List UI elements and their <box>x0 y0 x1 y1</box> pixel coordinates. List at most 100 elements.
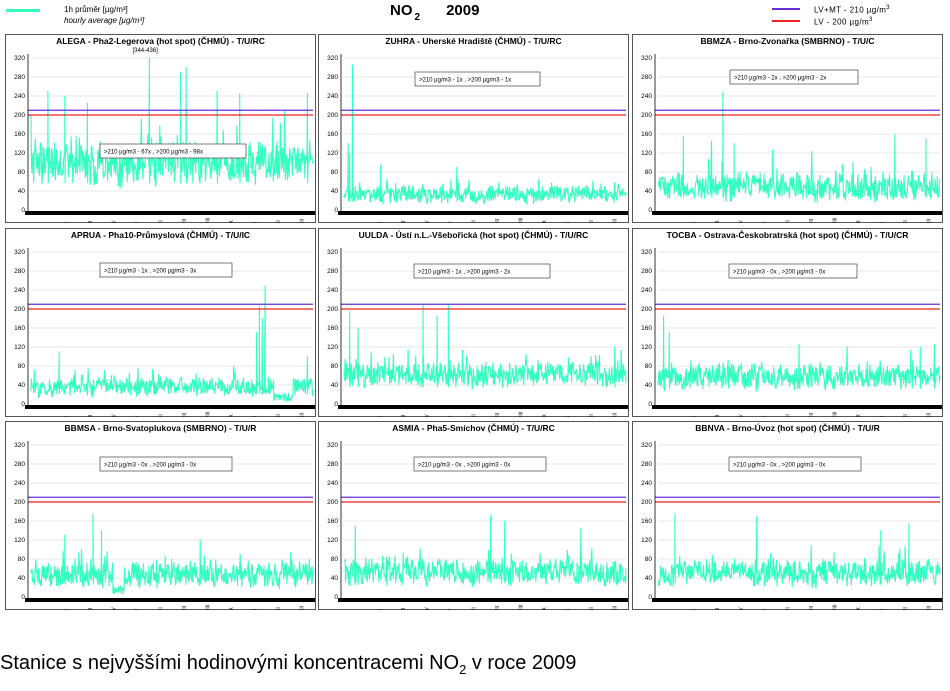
x-tick-label: III <box>715 415 721 417</box>
panel-title: UULDA - Ústí n.L.-Všebořická (hot spot) … <box>359 229 589 240</box>
y-tick-label: 160 <box>14 325 25 332</box>
caption-subscript: 2 <box>459 662 467 677</box>
y-tick-label: 40 <box>645 575 653 582</box>
y-tick-label: 240 <box>641 287 652 294</box>
peak-annotation: [344-436] <box>132 48 158 54</box>
exceedance-text: >210 µg/m3 - 1x , >200 µg/m3 - 2x <box>418 270 510 276</box>
x-tick-label: VI <box>471 414 477 417</box>
x-tick-label: XII <box>926 219 932 223</box>
legend-label-lv-mt: LV+MT - 210 µg/m3 <box>814 5 891 15</box>
y-tick-label: 80 <box>18 169 26 176</box>
x-tick-label: VIII <box>205 217 211 223</box>
series-line-hourly <box>30 513 314 595</box>
y-tick-label: 0 <box>21 594 25 601</box>
panel-frame <box>318 228 629 417</box>
y-tick-label: 120 <box>327 344 338 351</box>
x-tick-label: X <box>252 415 258 417</box>
x-tick-label: VIII <box>832 217 838 223</box>
x-tick-label: V <box>448 221 454 223</box>
y-tick-label: 120 <box>641 537 652 544</box>
y-tick-label: 80 <box>18 363 26 370</box>
y-tick-label: 320 <box>327 55 338 62</box>
x-tick-label: IX <box>229 220 235 223</box>
chart-grid: ALEGA - Pha2-Legerova (hot spot) (ČHMÚ) … <box>5 34 943 610</box>
y-tick-label: 120 <box>14 344 25 351</box>
x-tick-label: X <box>565 221 571 223</box>
y-tick-label: 320 <box>14 442 25 449</box>
exceedance-text: >210 µg/m3 - 0x , >200 µg/m3 - 0x <box>104 463 196 469</box>
y-tick-label: 320 <box>327 442 338 449</box>
chart-svg: UULDA - Ústí n.L.-Všebořická (hot spot) … <box>318 228 629 417</box>
y-tick-label: 40 <box>331 382 339 389</box>
main-title: NO 2 2009 <box>390 2 550 24</box>
x-tick-label: VI <box>785 220 791 223</box>
exceedance-box <box>413 263 551 279</box>
chart-svg: BBMZA - Brno-Zvonařka (SMBRNO) - T/U/C 0 4… <box>632 34 943 223</box>
x-tick-label: VII <box>495 413 501 417</box>
x-tick-label: VII <box>809 606 815 610</box>
chart-svg: ALEGA - Pha2-Legerova (hot spot) (ČHMÚ) … <box>5 34 316 223</box>
series-line-hourly <box>657 315 941 392</box>
y-tick-label: 200 <box>327 499 338 506</box>
chart-panel: BBMZA - Brno-Zvonařka (SMBRNO) - T/U/C 0 4… <box>632 34 943 223</box>
x-tick-label: IX <box>229 414 235 417</box>
x-tick-label: IV <box>424 414 430 417</box>
x-axis-bar <box>25 598 315 602</box>
x-tick-label: IX <box>856 414 862 417</box>
y-tick-label: 80 <box>18 556 26 563</box>
x-tick-label: IX <box>542 607 548 610</box>
y-tick-label: 80 <box>645 169 653 176</box>
series-legend: 1h průměr [µg/m³] hourly average [µg/m³] <box>6 4 226 28</box>
x-tick-label: X <box>565 608 571 610</box>
y-tick-label: 40 <box>18 188 26 195</box>
x-tick-label: VIII <box>205 411 211 417</box>
x-tick-label: XII <box>612 219 618 223</box>
y-tick-label: 40 <box>18 382 26 389</box>
x-tick-label: VII <box>182 606 188 610</box>
x-tick-label: V <box>135 608 141 610</box>
x-tick-label: IV <box>738 607 744 610</box>
x-tick-label: II <box>377 222 383 223</box>
y-tick-label: 200 <box>641 499 652 506</box>
x-tick-label: XI <box>903 414 909 417</box>
x-tick-label: XII <box>299 413 305 417</box>
chart-panel: BBMSA - Brno-Svatoplukova (SMBRNO) - T/U… <box>5 421 316 610</box>
y-tick-label: 200 <box>641 112 652 119</box>
x-tick-label: II <box>64 609 70 610</box>
y-tick-label: 160 <box>641 518 652 525</box>
x-tick-label: XII <box>612 413 618 417</box>
x-tick-label: VIII <box>518 604 524 610</box>
y-tick-label: 320 <box>14 249 25 256</box>
x-tick-label: VI <box>158 220 164 223</box>
x-tick-label: V <box>448 608 454 610</box>
x-tick-label: VII <box>495 606 501 610</box>
x-tick-label: IX <box>542 220 548 223</box>
exceedance-text: >210 µg/m3 - 67x , >200 µg/m3 - 98x <box>104 150 203 156</box>
y-tick-label: 0 <box>21 401 25 408</box>
x-tick-label: VII <box>809 219 815 223</box>
y-tick-label: 160 <box>14 518 25 525</box>
y-tick-label: 320 <box>641 249 652 256</box>
x-axis-bar <box>25 211 315 215</box>
y-tick-label: 80 <box>331 556 339 563</box>
panel-frame <box>632 228 943 417</box>
x-tick-label: VI <box>785 607 791 610</box>
x-tick-label: IV <box>424 220 430 223</box>
x-tick-label: XI <box>903 220 909 223</box>
chart-panel: UULDA - Ústí n.L.-Všebořická (hot spot) … <box>318 228 629 417</box>
x-tick-label: VIII <box>832 411 838 417</box>
exceedance-text: >210 µg/m3 - 1x , >200 µg/m3 - 3x <box>104 269 196 275</box>
y-tick-label: 200 <box>641 306 652 313</box>
chart-panel: ALEGA - Pha2-Legerova (hot spot) (ČHMÚ) … <box>5 34 316 223</box>
title-pollutant: NO <box>390 2 413 19</box>
x-tick-label: VI <box>158 414 164 417</box>
y-tick-label: 240 <box>641 93 652 100</box>
y-tick-label: 80 <box>645 556 653 563</box>
legend-label-lv: LV - 200 µg/m3 <box>814 17 873 27</box>
x-tick-label: VI <box>785 414 791 417</box>
x-tick-label: II <box>691 416 697 417</box>
x-tick-label: VII <box>495 219 501 223</box>
y-tick-label: 0 <box>334 401 338 408</box>
panel-title: BBMSA - Brno-Svatoplukova (SMBRNO) - T/U… <box>65 423 257 433</box>
exceedance-text: >210 µg/m3 - 1x , >200 µg/m3 - 1x <box>419 78 511 84</box>
